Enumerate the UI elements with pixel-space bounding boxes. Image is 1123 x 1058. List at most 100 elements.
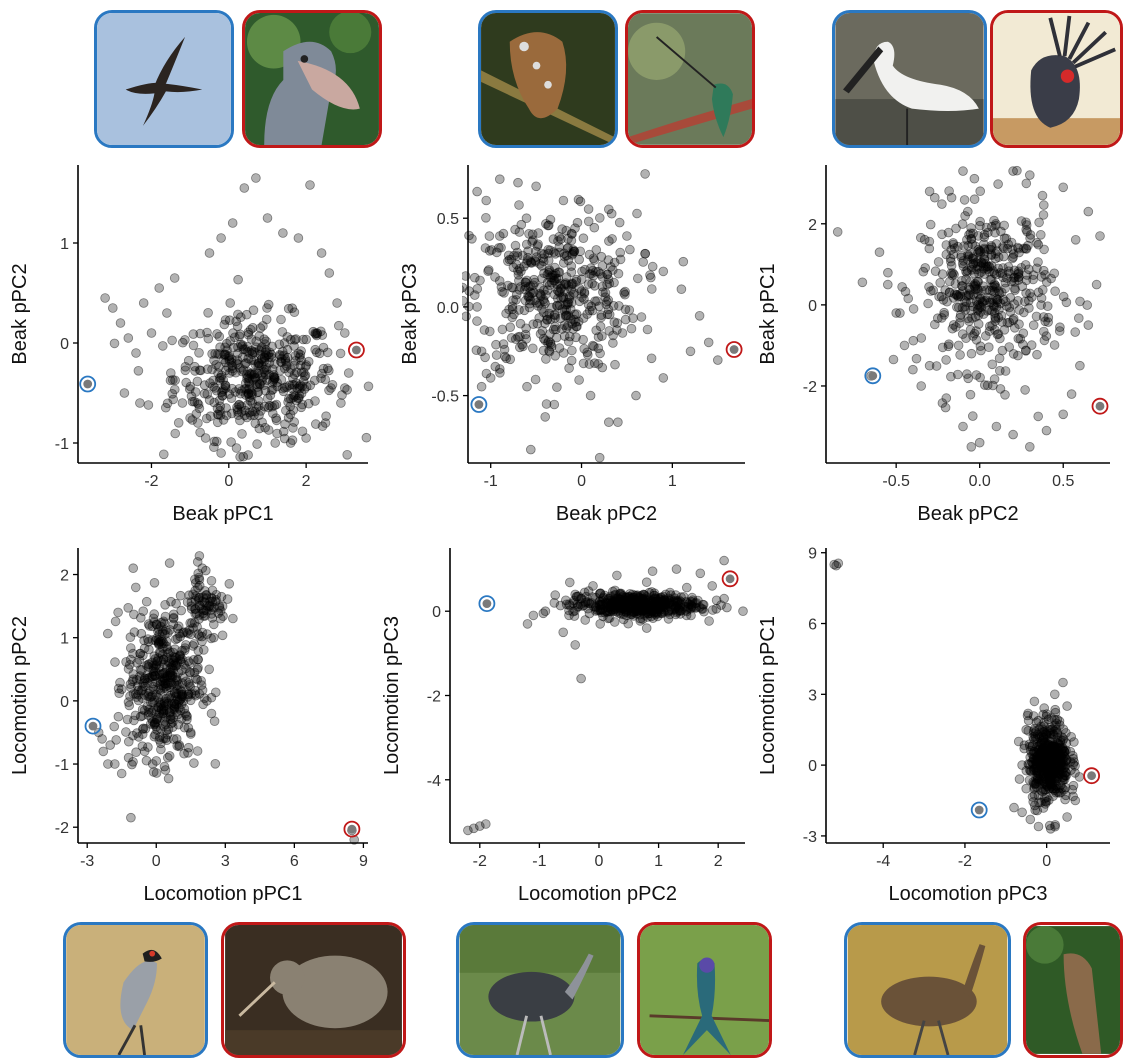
data-point — [541, 399, 552, 409]
data-point — [1047, 756, 1057, 767]
data-point — [1003, 262, 1014, 272]
data-point — [191, 608, 202, 619]
data-point — [249, 369, 259, 380]
data-point — [590, 601, 601, 612]
data-point — [970, 284, 981, 295]
data-point — [241, 309, 252, 320]
data-point — [161, 402, 171, 413]
data-point — [577, 601, 588, 611]
data-point — [151, 722, 162, 732]
data-point — [165, 663, 176, 673]
data-point — [204, 600, 215, 611]
data-point — [144, 704, 154, 715]
data-point — [143, 636, 154, 647]
data-point — [611, 603, 621, 613]
sword-billed-hummingbird-photo — [625, 10, 755, 148]
data-point — [464, 286, 475, 296]
data-point — [596, 599, 607, 610]
data-point — [1047, 745, 1057, 756]
data-point — [530, 255, 540, 266]
data-point — [563, 297, 574, 308]
data-point — [522, 275, 532, 286]
data-point — [168, 734, 179, 744]
data-point — [166, 693, 177, 703]
data-point — [538, 294, 549, 305]
y-tick-label: 0.5 — [437, 211, 459, 228]
data-point — [666, 590, 676, 600]
data-point — [578, 233, 589, 244]
data-point — [287, 303, 298, 314]
data-point — [618, 609, 629, 620]
data-point — [219, 349, 230, 360]
data-point — [541, 354, 551, 364]
data-point — [163, 657, 174, 667]
data-point — [570, 589, 580, 600]
data-point — [968, 259, 978, 270]
data-point — [549, 289, 560, 300]
data-point — [232, 355, 243, 366]
data-point — [632, 208, 642, 219]
data-point — [1036, 738, 1047, 748]
data-point — [1053, 767, 1064, 778]
data-point — [262, 393, 273, 404]
data-point — [133, 365, 144, 376]
data-point — [1047, 724, 1058, 734]
data-point — [642, 612, 653, 622]
data-point — [975, 246, 985, 256]
data-point — [209, 436, 220, 447]
data-point — [279, 338, 290, 348]
data-point — [587, 340, 598, 351]
data-point — [602, 296, 612, 307]
data-point — [632, 606, 643, 616]
data-point — [1038, 730, 1049, 740]
data-point — [602, 602, 613, 613]
data-point — [137, 685, 148, 695]
data-point — [1028, 765, 1039, 776]
data-point — [832, 227, 843, 237]
data-point — [261, 336, 272, 347]
data-point — [149, 651, 160, 661]
data-point — [986, 250, 997, 261]
data-point — [1025, 745, 1036, 756]
data-point — [1043, 745, 1054, 756]
data-point — [529, 295, 540, 306]
data-point — [209, 442, 219, 453]
data-point — [631, 595, 641, 605]
data-point — [259, 401, 270, 412]
data-point — [968, 254, 979, 264]
data-point — [554, 247, 565, 258]
data-point — [185, 618, 196, 628]
data-point — [614, 217, 625, 228]
data-point — [545, 329, 555, 339]
data-point — [514, 200, 524, 210]
data-point — [194, 572, 204, 583]
data-point — [574, 296, 585, 307]
data-point — [1037, 754, 1047, 764]
data-point — [165, 670, 175, 680]
data-point — [1069, 757, 1079, 767]
data-point — [597, 604, 607, 615]
data-point — [615, 247, 625, 258]
data-point — [975, 261, 986, 271]
data-point — [147, 621, 158, 632]
data-point — [631, 604, 641, 615]
data-point — [1075, 296, 1085, 307]
data-point — [263, 425, 274, 435]
data-point — [476, 381, 487, 392]
data-point — [653, 593, 663, 604]
data-point — [159, 449, 169, 460]
data-point — [137, 729, 148, 739]
data-point — [674, 605, 685, 615]
data-point — [672, 596, 683, 607]
swift-photo — [94, 10, 234, 148]
data-point — [979, 232, 990, 243]
data-point — [558, 195, 569, 206]
data-point — [601, 299, 611, 310]
data-point — [152, 714, 162, 725]
data-point — [1060, 752, 1070, 762]
data-point — [597, 260, 608, 271]
data-point — [462, 285, 465, 294]
data-point — [1036, 757, 1046, 768]
data-point — [930, 266, 941, 277]
data-point — [1009, 322, 1020, 333]
